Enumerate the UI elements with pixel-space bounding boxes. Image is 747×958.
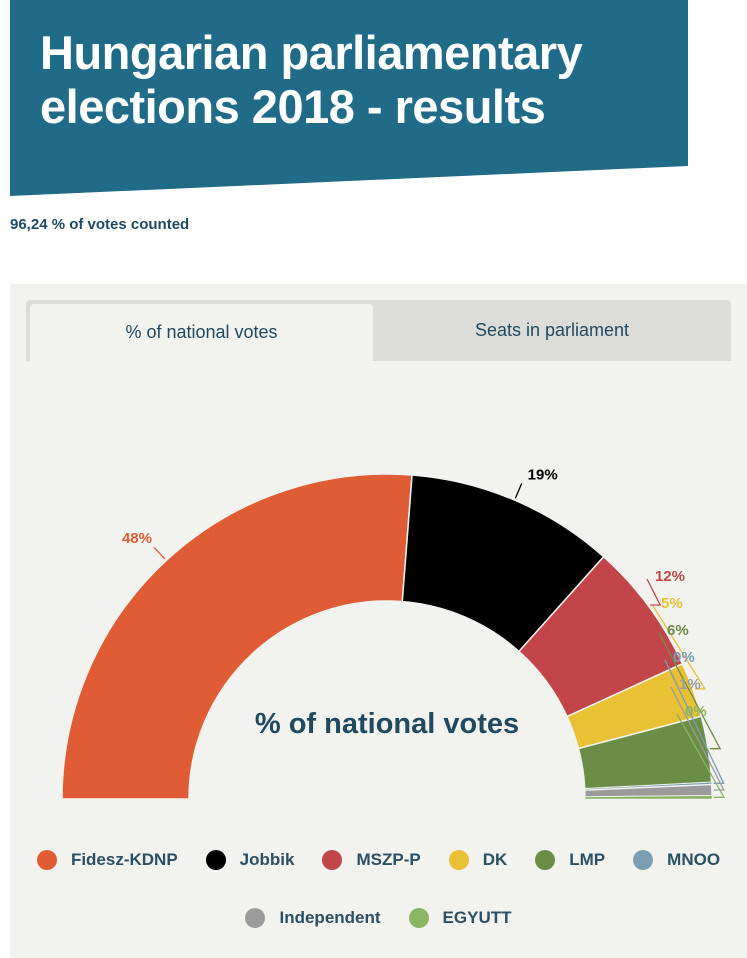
legend-label-dk: DK [482, 850, 508, 869]
page-title: Hungarian parliamentary elections 2018 -… [40, 26, 680, 134]
connector-independent [670, 686, 725, 791]
connector-fidesz-kdnp [153, 546, 166, 560]
chart-panel: % of national votes Seats in parliament … [10, 284, 747, 958]
connector-mnoo [664, 659, 725, 784]
connector-mszp-p [646, 578, 662, 606]
connector-egyutt [676, 713, 726, 798]
data-label-mnoo: 0% [673, 649, 695, 666]
slice-fidesz-kdnp[interactable] [61, 473, 413, 800]
tab-bar: % of national votes Seats in parliament [26, 300, 731, 361]
tab-national-votes[interactable]: % of national votes [30, 304, 373, 361]
legend-swatch-mszp-p [322, 850, 343, 870]
data-label-mszp-p: 12% [655, 568, 685, 585]
connector-dk [652, 605, 707, 690]
legend-label-mszp-p: MSZP-P [356, 850, 421, 869]
legend-swatch-dk [448, 850, 469, 870]
legend-label-jobbik: Jobbik [239, 850, 295, 869]
votes-counted-status: 96,24 % of votes counted [10, 216, 190, 233]
legend-label-mnoo: MNOO [667, 850, 721, 869]
legend-swatch-independent [245, 908, 266, 928]
legend-item-mszp-p[interactable]: MSZP-P [322, 850, 421, 870]
tab-seats-in-parliament[interactable]: Seats in parliament [474, 320, 630, 340]
data-label-independent: 1% [679, 676, 701, 693]
page-title-line2: elections 2018 - results [40, 80, 546, 133]
legend-item-dk[interactable]: DK [448, 850, 508, 870]
connector-lmp [658, 632, 722, 750]
legend-item-lmp[interactable]: LMP [535, 850, 605, 870]
legend-item-mnoo[interactable]: MNOO [633, 850, 720, 870]
data-label-lmp: 6% [667, 622, 689, 639]
page-title-line1: Hungarian parliamentary [40, 26, 583, 79]
legend-label-lmp: LMP [569, 850, 606, 869]
legend-item-egyutt[interactable]: EGYUTT [408, 908, 512, 928]
legend-item-independent[interactable]: Independent [245, 908, 381, 928]
data-label-egyutt: 0% [685, 703, 707, 720]
data-label-jobbik: 19% [528, 467, 558, 484]
connector-jobbik [514, 483, 523, 499]
legend-label-independent: Independent [279, 908, 381, 927]
slice-egyutt[interactable] [584, 795, 713, 800]
legend-label-egyutt: EGYUTT [442, 908, 512, 927]
legend-swatch-lmp [535, 850, 556, 870]
data-label-fidesz-kdnp: 48% [122, 530, 152, 547]
legend-label-fidesz-kdnp: Fidesz-KDNP [70, 850, 178, 869]
legend-item-jobbik[interactable]: Jobbik [205, 850, 295, 870]
legend-swatch-mnoo [633, 850, 654, 870]
legend-row-1: Fidesz-KDNP Jobbik MSZP-P DK LMP MNOO [10, 850, 747, 870]
header-banner: Hungarian parliamentary elections 2018 -… [10, 0, 688, 196]
legend-item-fidesz-kdnp[interactable]: Fidesz-KDNP [36, 850, 178, 870]
legend-swatch-fidesz-kdnp [36, 850, 57, 870]
data-label-dk: 5% [661, 595, 683, 612]
legend-row-2: Independent EGYUTT [10, 908, 747, 928]
header-banner-shape [10, 0, 688, 196]
chart-center-label: % of national votes [255, 708, 519, 740]
semi-donut-chart: 48% 19% 12% 5% 6% 0% 1% 0% % of national votes [61, 467, 726, 800]
legend-swatch-egyutt [408, 908, 429, 928]
legend-swatch-jobbik [205, 850, 226, 870]
